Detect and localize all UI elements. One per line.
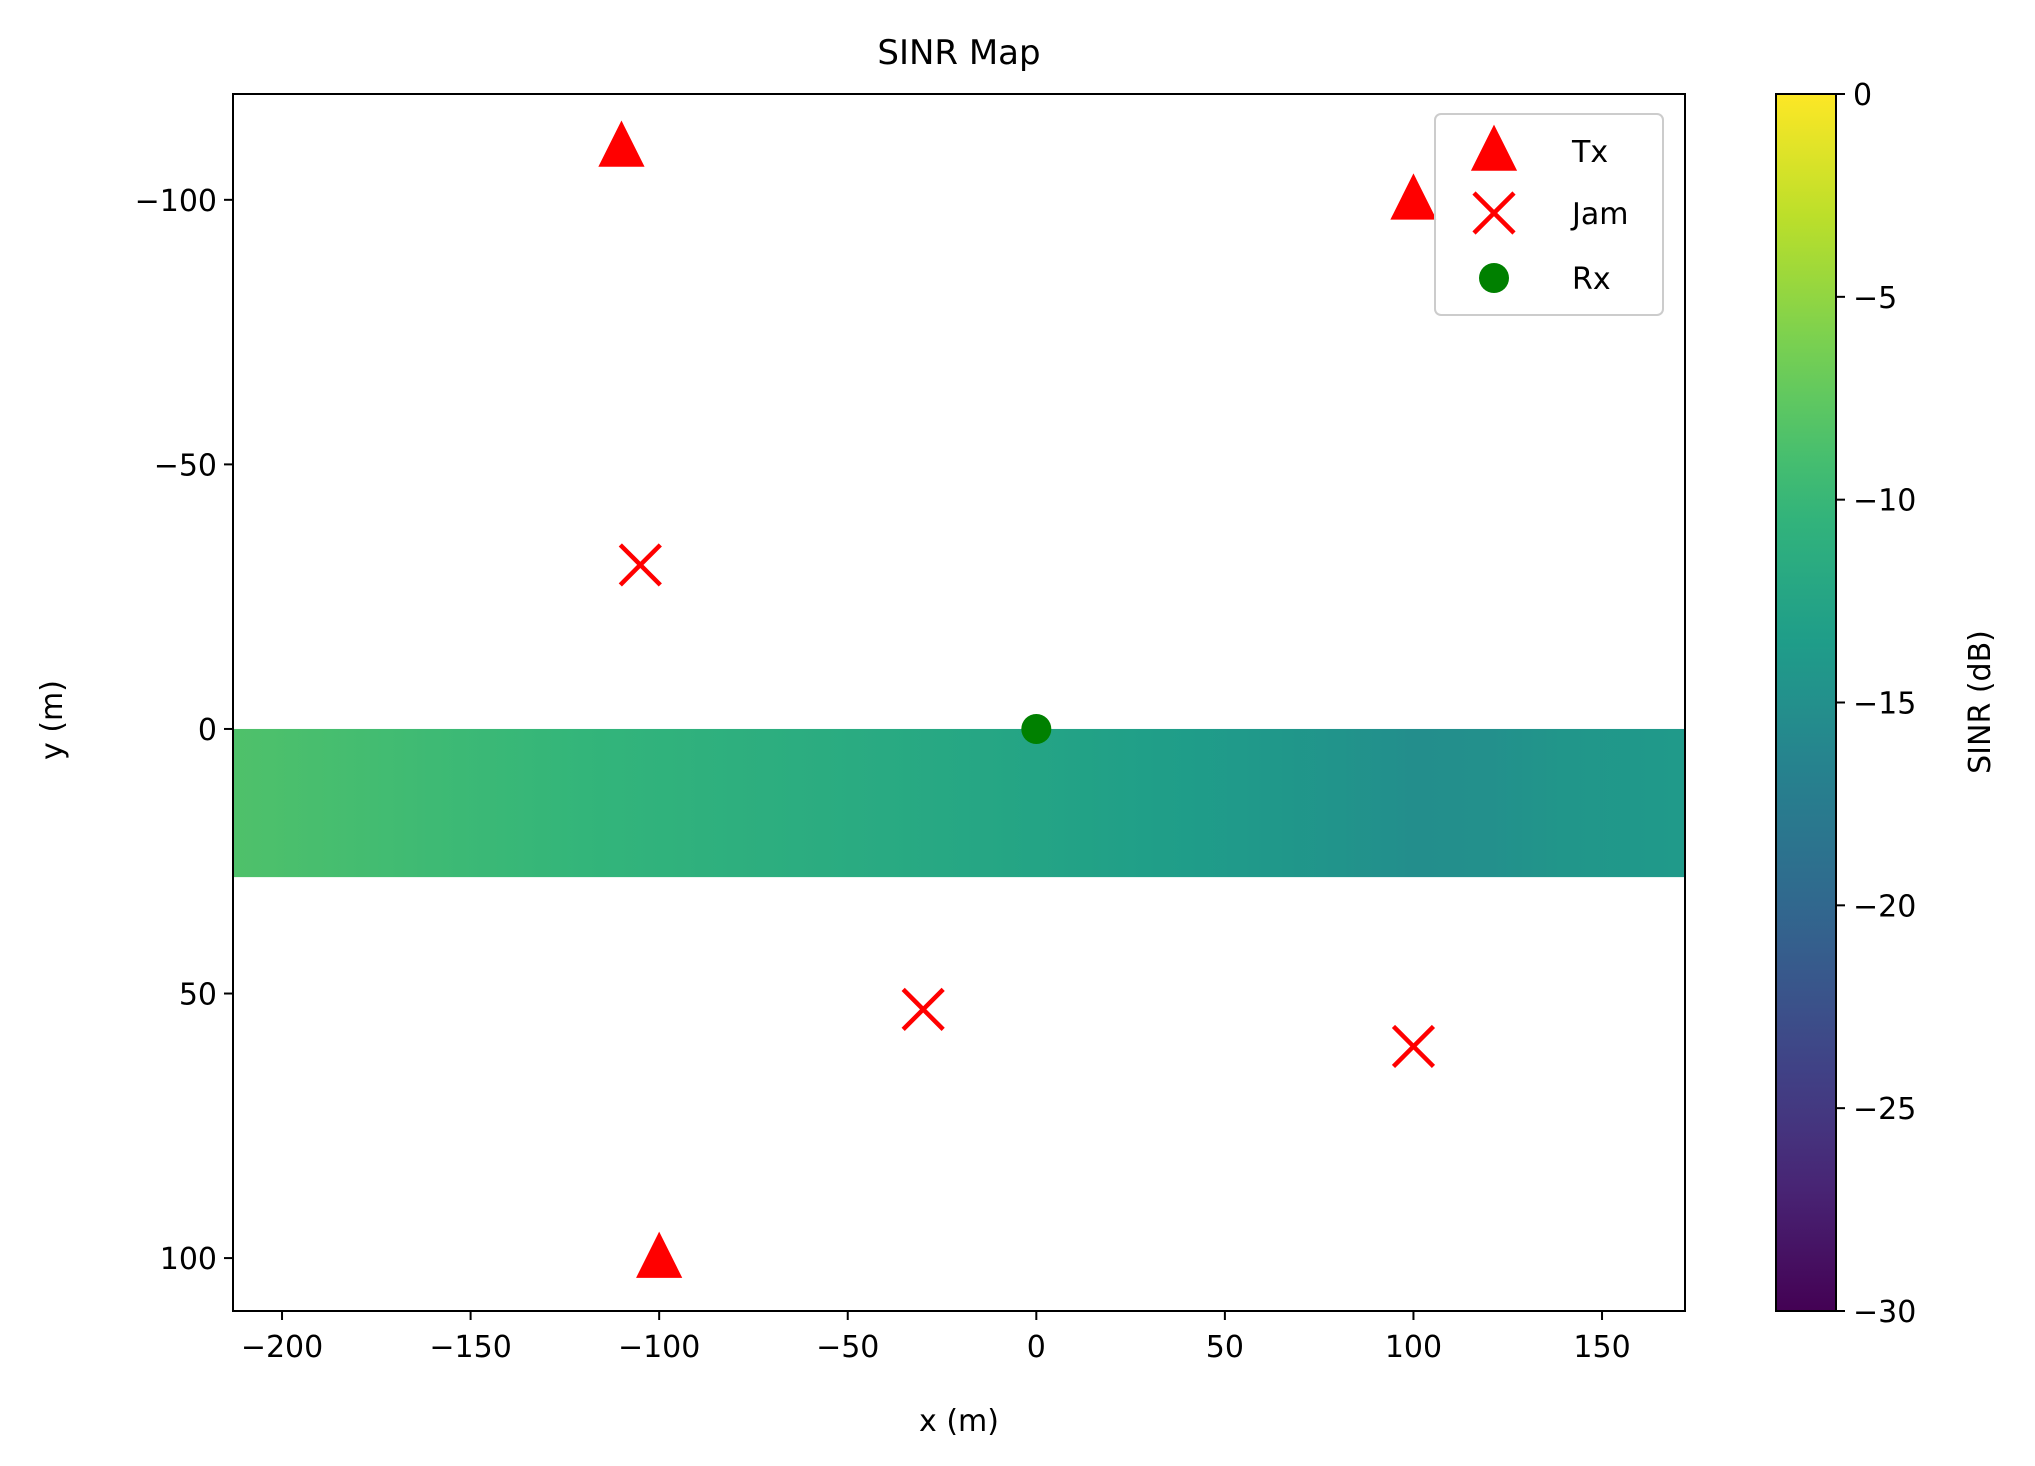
x-tick-label: 100 [1385,1330,1442,1365]
y-axis-label: y (m) [35,680,70,760]
tx-marker [636,1231,683,1278]
legend-tx-symbol [1470,124,1518,171]
x-tick-label: 50 [1206,1330,1244,1365]
legend-jam-symbol [1472,191,1516,235]
x-tick-label: −200 [241,1330,323,1365]
colorbar-tick-label: 0 [1853,78,1872,113]
x-tick-label: 150 [1573,1330,1630,1365]
colorbar: 0 −5 −10 −15 −20 −25 −30 SINR (dB) [1775,78,1998,1330]
legend-label: Rx [1572,262,1611,297]
legend-rx-symbol [1479,263,1509,293]
x-tick-label: −150 [429,1330,511,1365]
x-tick-label: −100 [618,1330,700,1365]
colorbar-gradient [1776,94,1836,1311]
plot-frame [232,93,1686,1312]
y-tick-label: 100 [160,1242,217,1277]
legend-label: Jam [1570,197,1628,232]
colorbar-tick-label: −20 [1853,889,1916,924]
x-tick-label: −50 [816,1330,879,1365]
colorbar-tick-label: −25 [1853,1092,1916,1127]
y-tick-label: −50 [154,448,217,483]
x-axis: −200 −150 −100 −50 0 50 100 150 [241,1311,1631,1365]
legend: Tx Jam Rx [1434,113,1664,316]
colorbar-tick-label: −5 [1853,281,1897,316]
y-axis: −100 −50 0 50 100 [135,184,233,1277]
jam-marker [1391,1024,1436,1069]
tx-marker [1390,173,1437,220]
sinr-heatmap-band [233,728,1685,878]
colorbar-tick-label: −30 [1853,1295,1916,1330]
jam-marker [618,543,662,587]
jam-marker [901,987,945,1031]
colorbar-tick-label: −15 [1853,687,1916,722]
rx-marker [1021,713,1052,744]
x-axis-label: x (m) [919,1404,999,1439]
y-tick-label: 50 [179,978,217,1013]
colorbar-label: SINR (dB) [1963,630,1998,774]
y-tick-label: −100 [135,184,217,219]
y-tick-label: 0 [198,713,217,748]
chart-title: SINR Map [877,33,1040,73]
legend-label: Tx [1571,135,1608,170]
x-tick-label: 0 [1027,1330,1046,1365]
colorbar-tick-label: −10 [1853,484,1916,519]
legend-box [1434,113,1664,316]
tx-marker [598,120,645,167]
